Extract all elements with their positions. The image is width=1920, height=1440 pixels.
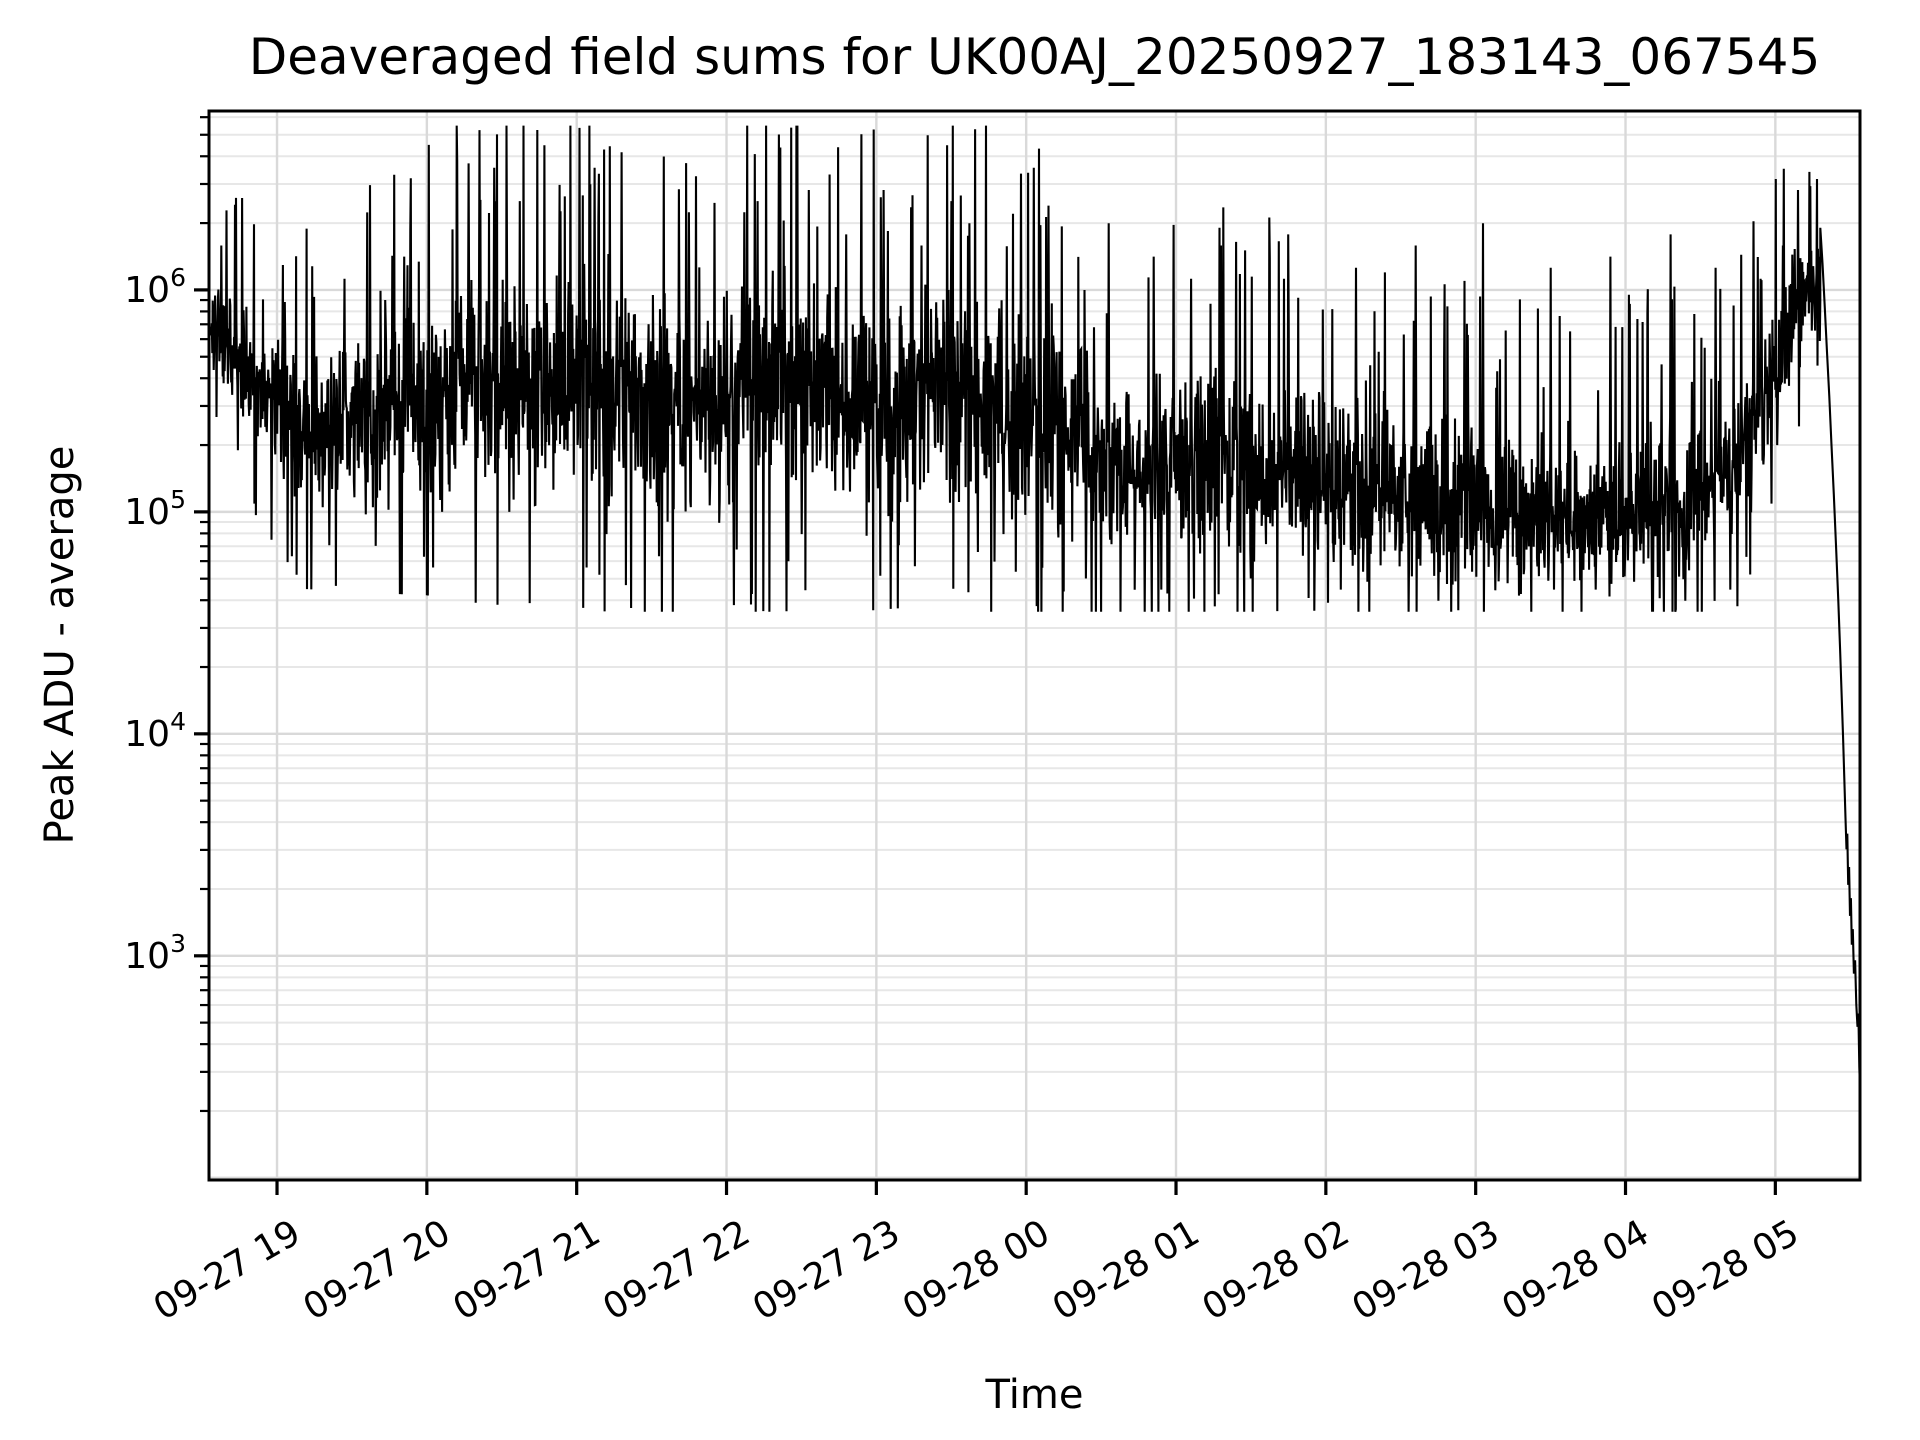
x-tick-label: 09-27 20: [297, 1212, 458, 1328]
x-tick-label: 09-27 22: [596, 1212, 757, 1328]
x-axis-label: Time: [985, 1372, 1084, 1418]
x-tick-label: 09-28 02: [1196, 1212, 1357, 1328]
chart-title: Deaveraged field sums for UK00AJ_2025092…: [248, 28, 1821, 86]
x-tick-label: 09-28 05: [1645, 1212, 1806, 1328]
y-axis-label: Peak ADU - average: [37, 445, 83, 845]
x-tick-label: 09-27 19: [147, 1212, 308, 1328]
x-tick-label: 09-28 03: [1346, 1212, 1507, 1328]
y-tick-label: 106: [124, 263, 186, 311]
axis-ticks: [194, 116, 1777, 1195]
y-tick-label: 105: [124, 485, 186, 533]
x-tick-label: 09-27 23: [746, 1212, 907, 1328]
x-tick-label: 09-27 21: [447, 1212, 608, 1328]
axes-spines: [207, 109, 1862, 1182]
y-tick-label: 103: [124, 929, 186, 977]
x-tick-label: 09-28 00: [896, 1212, 1057, 1328]
y-tick-label: 104: [124, 707, 186, 755]
data-series-line: [209, 125, 1860, 1090]
x-tick-label: 09-28 01: [1046, 1212, 1207, 1328]
y-tick-labels: 106 105 104 103: [124, 263, 186, 977]
x-tick-label: 09-28 04: [1495, 1212, 1656, 1328]
